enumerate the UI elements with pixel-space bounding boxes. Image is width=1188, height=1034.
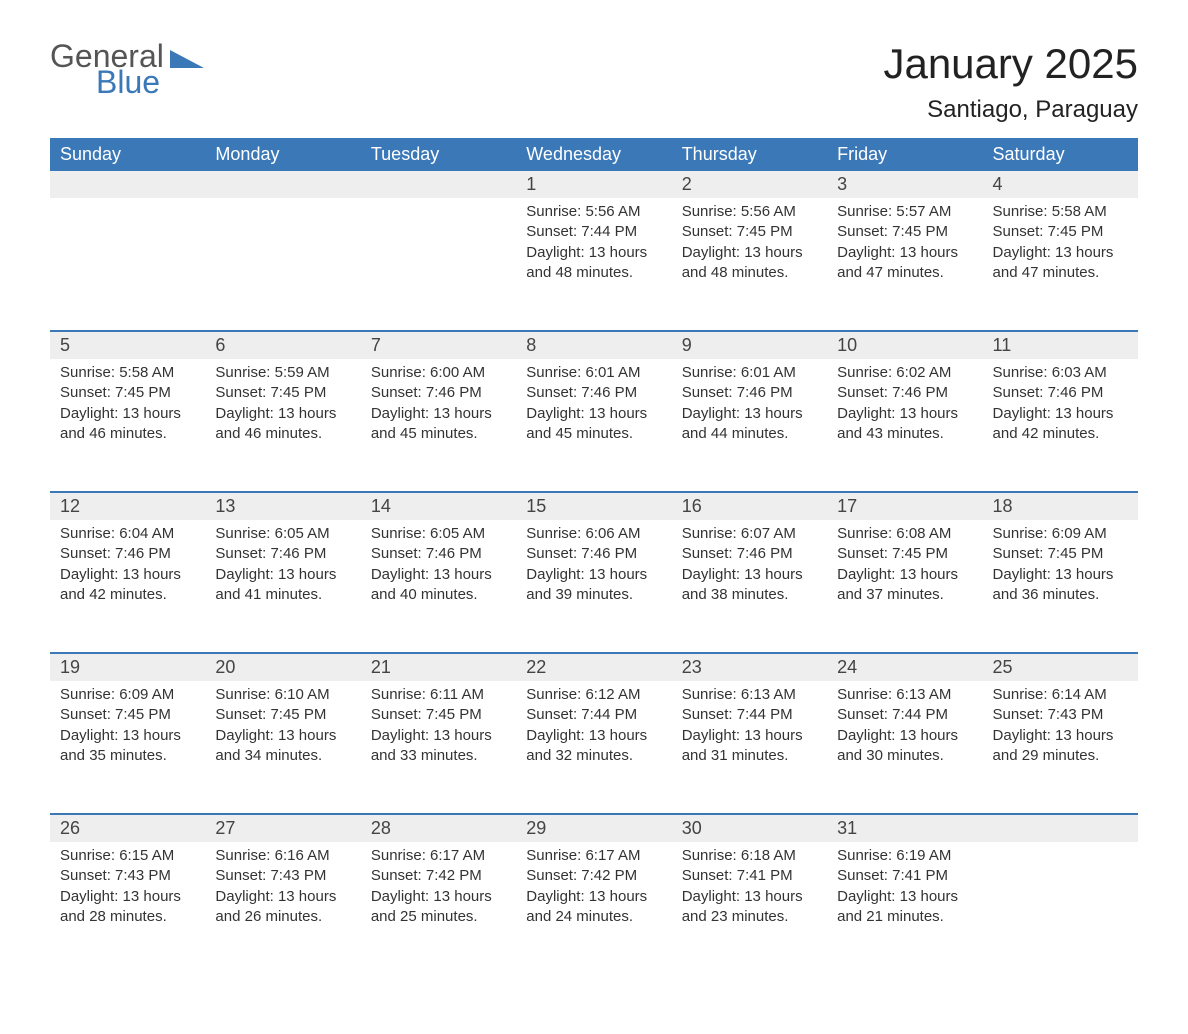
day-number: 15 (516, 491, 671, 520)
day-number: 17 (827, 491, 982, 520)
day-number: 26 (50, 813, 205, 842)
day-number: 14 (361, 491, 516, 520)
day-number: 4 (983, 171, 1138, 198)
day-number-empty (361, 171, 516, 198)
day-number: 27 (205, 813, 360, 842)
day-cell: Sunrise: 6:16 AMSunset: 7:43 PMDaylight:… (205, 842, 360, 927)
day-cell: Sunrise: 6:02 AMSunset: 7:46 PMDaylight:… (827, 359, 982, 444)
logo-triangle-icon (170, 48, 204, 68)
day-number: 13 (205, 491, 360, 520)
location-subtitle: Santiago, Paraguay (883, 96, 1138, 124)
day-number: 19 (50, 652, 205, 681)
weekday-header: Saturday (983, 138, 1138, 171)
day-number: 7 (361, 330, 516, 359)
calendar-table: SundayMondayTuesdayWednesdayThursdayFrid… (50, 138, 1138, 974)
weekday-header: Tuesday (361, 138, 516, 171)
day-number: 16 (672, 491, 827, 520)
weekday-header: Friday (827, 138, 982, 171)
day-cell: Sunrise: 6:08 AMSunset: 7:45 PMDaylight:… (827, 520, 982, 605)
day-cell: Sunrise: 6:13 AMSunset: 7:44 PMDaylight:… (827, 681, 982, 766)
day-cell: Sunrise: 6:19 AMSunset: 7:41 PMDaylight:… (827, 842, 982, 927)
day-cell: Sunrise: 5:56 AMSunset: 7:45 PMDaylight:… (672, 198, 827, 283)
day-cell: Sunrise: 6:05 AMSunset: 7:46 PMDaylight:… (205, 520, 360, 605)
day-number: 25 (983, 652, 1138, 681)
day-number-empty (50, 171, 205, 198)
title-block: January 2025 Santiago, Paraguay (883, 40, 1138, 124)
day-cell: Sunrise: 6:17 AMSunset: 7:42 PMDaylight:… (516, 842, 671, 927)
weekday-header: Monday (205, 138, 360, 171)
day-number: 10 (827, 330, 982, 359)
day-cell: Sunrise: 6:14 AMSunset: 7:43 PMDaylight:… (983, 681, 1138, 766)
day-cell: Sunrise: 6:10 AMSunset: 7:45 PMDaylight:… (205, 681, 360, 766)
day-number: 24 (827, 652, 982, 681)
day-number: 23 (672, 652, 827, 681)
weekday-header: Sunday (50, 138, 205, 171)
day-number: 30 (672, 813, 827, 842)
day-cell: Sunrise: 6:03 AMSunset: 7:46 PMDaylight:… (983, 359, 1138, 444)
weekday-header-row: SundayMondayTuesdayWednesdayThursdayFrid… (50, 138, 1138, 171)
day-cell: Sunrise: 6:00 AMSunset: 7:46 PMDaylight:… (361, 359, 516, 444)
day-cell: Sunrise: 6:01 AMSunset: 7:46 PMDaylight:… (516, 359, 671, 444)
day-number: 31 (827, 813, 982, 842)
day-number: 29 (516, 813, 671, 842)
day-number: 9 (672, 330, 827, 359)
day-cell: Sunrise: 6:09 AMSunset: 7:45 PMDaylight:… (50, 681, 205, 766)
day-cell: Sunrise: 6:09 AMSunset: 7:45 PMDaylight:… (983, 520, 1138, 605)
day-cell: Sunrise: 6:05 AMSunset: 7:46 PMDaylight:… (361, 520, 516, 605)
page-title: January 2025 (883, 40, 1138, 88)
day-number: 21 (361, 652, 516, 681)
day-number: 2 (672, 171, 827, 198)
logo-word-blue: Blue (96, 66, 204, 98)
day-number: 18 (983, 491, 1138, 520)
day-cell: Sunrise: 5:59 AMSunset: 7:45 PMDaylight:… (205, 359, 360, 444)
day-cell: Sunrise: 6:12 AMSunset: 7:44 PMDaylight:… (516, 681, 671, 766)
header: General Blue January 2025 Santiago, Para… (50, 40, 1138, 124)
day-number: 11 (983, 330, 1138, 359)
day-cell: Sunrise: 5:57 AMSunset: 7:45 PMDaylight:… (827, 198, 982, 283)
day-cell: Sunrise: 6:07 AMSunset: 7:46 PMDaylight:… (672, 520, 827, 605)
day-number: 20 (205, 652, 360, 681)
day-cell: Sunrise: 6:13 AMSunset: 7:44 PMDaylight:… (672, 681, 827, 766)
day-number: 8 (516, 330, 671, 359)
day-number: 1 (516, 171, 671, 198)
day-cell: Sunrise: 6:01 AMSunset: 7:46 PMDaylight:… (672, 359, 827, 444)
day-cell: Sunrise: 6:15 AMSunset: 7:43 PMDaylight:… (50, 842, 205, 927)
day-cell: Sunrise: 6:06 AMSunset: 7:46 PMDaylight:… (516, 520, 671, 605)
day-number: 22 (516, 652, 671, 681)
weekday-header: Wednesday (516, 138, 671, 171)
day-cell: Sunrise: 6:18 AMSunset: 7:41 PMDaylight:… (672, 842, 827, 927)
day-cell: Sunrise: 6:11 AMSunset: 7:45 PMDaylight:… (361, 681, 516, 766)
day-number: 6 (205, 330, 360, 359)
day-number: 28 (361, 813, 516, 842)
day-number: 3 (827, 171, 982, 198)
day-number-empty (205, 171, 360, 198)
day-cell: Sunrise: 6:17 AMSunset: 7:42 PMDaylight:… (361, 842, 516, 927)
day-number: 12 (50, 491, 205, 520)
logo: General Blue (50, 40, 204, 98)
day-cell: Sunrise: 5:56 AMSunset: 7:44 PMDaylight:… (516, 198, 671, 283)
weekday-header: Thursday (672, 138, 827, 171)
day-number-empty (983, 813, 1138, 842)
day-number: 5 (50, 330, 205, 359)
day-cell: Sunrise: 5:58 AMSunset: 7:45 PMDaylight:… (50, 359, 205, 444)
day-cell: Sunrise: 5:58 AMSunset: 7:45 PMDaylight:… (983, 198, 1138, 283)
day-cell: Sunrise: 6:04 AMSunset: 7:46 PMDaylight:… (50, 520, 205, 605)
